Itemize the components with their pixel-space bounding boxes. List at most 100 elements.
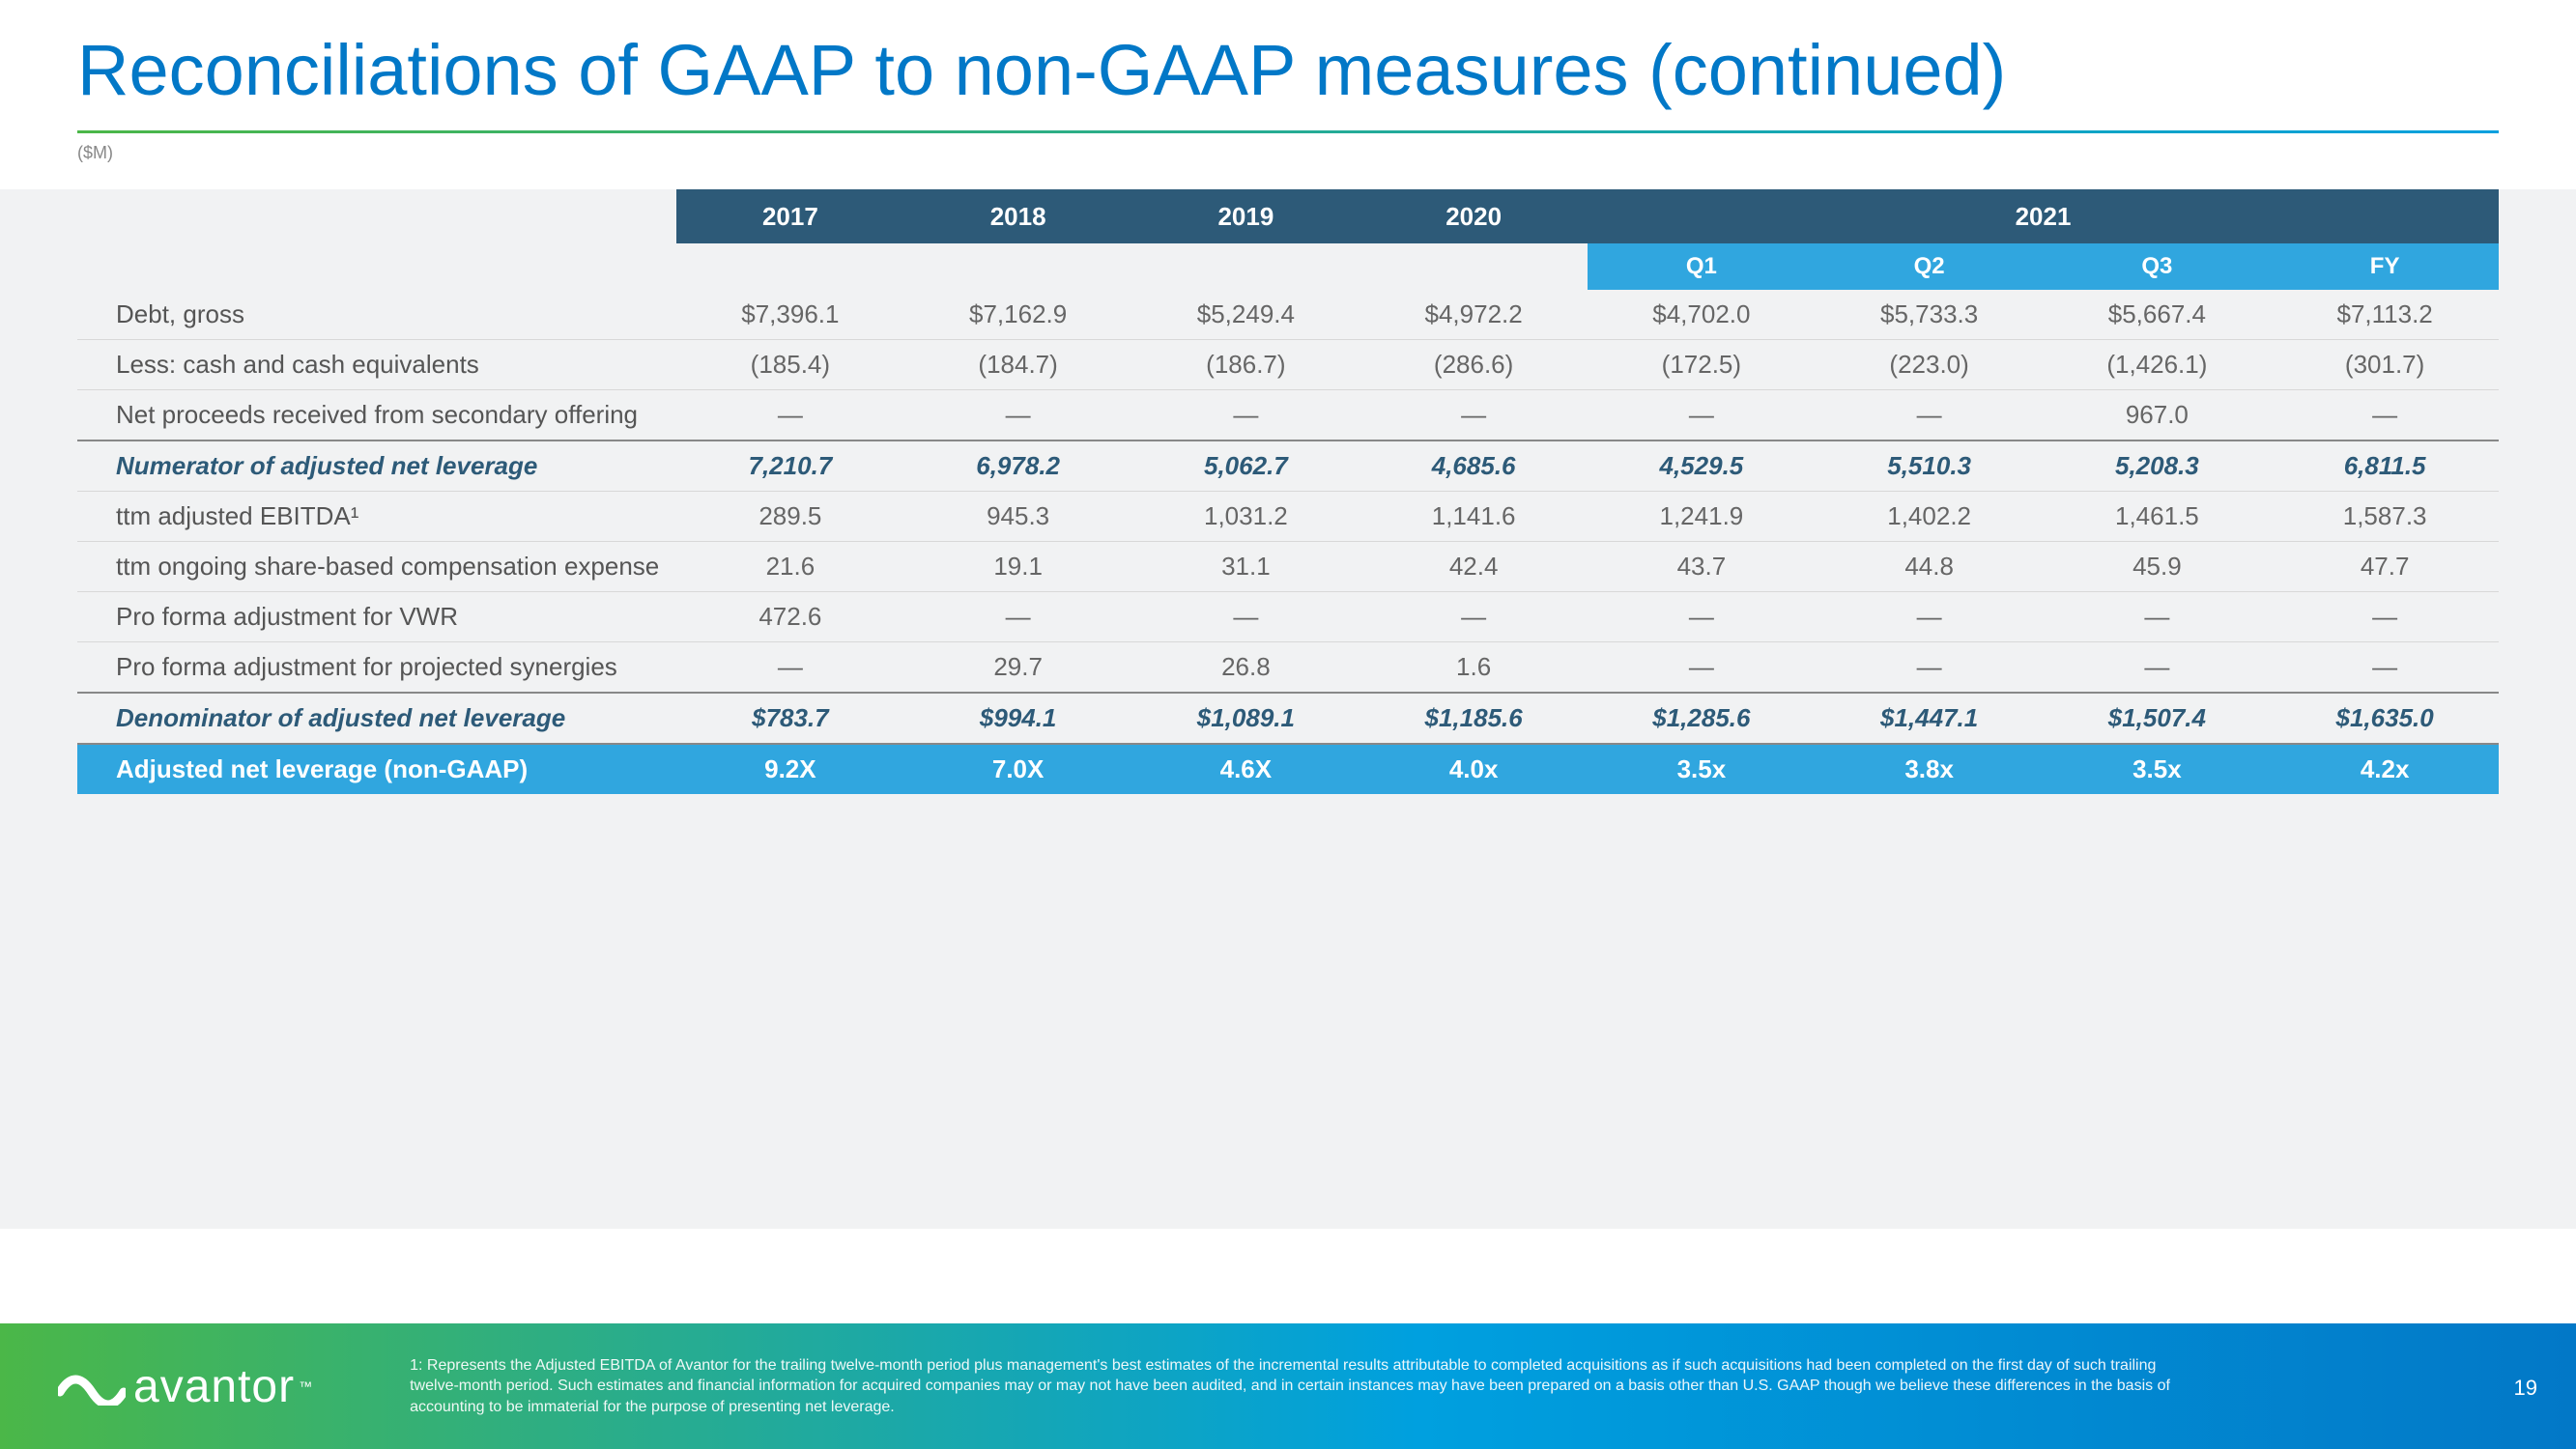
row-label: ttm ongoing share-based compensation exp… — [77, 542, 676, 592]
year-header-cell: 2019 — [1132, 189, 1360, 243]
data-cell: 3.8x — [1816, 744, 2044, 794]
data-cell: 6,811.5 — [2271, 440, 2499, 492]
data-cell: 1,461.5 — [2044, 492, 2272, 542]
quarter-header-cell — [1132, 243, 1360, 290]
data-cell: $994.1 — [904, 693, 1132, 744]
data-cell: $1,185.6 — [1360, 693, 1588, 744]
data-cell: 9.2X — [676, 744, 904, 794]
data-cell: 1.6 — [1360, 642, 1588, 694]
data-cell: $1,089.1 — [1132, 693, 1360, 744]
data-cell: 26.8 — [1132, 642, 1360, 694]
quarter-header-cell — [77, 243, 676, 290]
table-row: ttm adjusted EBITDA¹289.5945.31,031.21,1… — [77, 492, 2499, 542]
data-cell: — — [676, 642, 904, 694]
data-cell: — — [1816, 390, 2044, 441]
data-cell: (223.0) — [1816, 340, 2044, 390]
data-cell: — — [2271, 642, 2499, 694]
data-cell: 1,141.6 — [1360, 492, 1588, 542]
title-underline — [77, 130, 2499, 133]
data-cell: 21.6 — [676, 542, 904, 592]
quarter-header-cell: Q2 — [1816, 243, 2044, 290]
data-cell: $5,667.4 — [2044, 290, 2272, 340]
page-title: Reconciliations of GAAP to non-GAAP meas… — [77, 29, 2006, 111]
data-cell: 3.5x — [2044, 744, 2272, 794]
year-header-cell: 2018 — [904, 189, 1132, 243]
data-cell: $5,733.3 — [1816, 290, 2044, 340]
data-cell: $1,447.1 — [1816, 693, 2044, 744]
data-cell: — — [1360, 390, 1588, 441]
data-cell: — — [1816, 642, 2044, 694]
data-cell: (185.4) — [676, 340, 904, 390]
units-label: ($M) — [77, 143, 113, 163]
data-cell: (1,426.1) — [2044, 340, 2272, 390]
row-label: ttm adjusted EBITDA¹ — [77, 492, 676, 542]
table-row: Denominator of adjusted net leverage$783… — [77, 693, 2499, 744]
data-cell: 29.7 — [904, 642, 1132, 694]
data-cell: — — [2044, 592, 2272, 642]
row-label: Adjusted net leverage (non-GAAP) — [77, 744, 676, 794]
data-cell: 31.1 — [1132, 542, 1360, 592]
year-header-cell: 2020 — [1360, 189, 1588, 243]
quarter-header-row: Q1Q2Q3FY — [77, 243, 2499, 290]
table-row: Net proceeds received from secondary off… — [77, 390, 2499, 441]
data-cell: $783.7 — [676, 693, 904, 744]
data-cell: 945.3 — [904, 492, 1132, 542]
data-cell: 47.7 — [2271, 542, 2499, 592]
page-number: 19 — [2514, 1376, 2537, 1401]
data-cell: — — [676, 390, 904, 441]
data-cell: 45.9 — [2044, 542, 2272, 592]
table-row: Less: cash and cash equivalents(185.4)(1… — [77, 340, 2499, 390]
data-cell: 43.7 — [1588, 542, 1816, 592]
data-cell: $1,635.0 — [2271, 693, 2499, 744]
quarter-header-cell — [676, 243, 904, 290]
brand-logo: avantor ™ — [58, 1355, 313, 1418]
data-cell: — — [2271, 390, 2499, 441]
data-cell: $7,396.1 — [676, 290, 904, 340]
data-cell: — — [1588, 390, 1816, 441]
data-cell: — — [2044, 642, 2272, 694]
data-cell: $4,972.2 — [1360, 290, 1588, 340]
logo-mark-icon — [58, 1355, 126, 1418]
table-row: Pro forma adjustment for VWR472.6——————— — [77, 592, 2499, 642]
data-cell: 4.2x — [2271, 744, 2499, 794]
data-cell: (286.6) — [1360, 340, 1588, 390]
table-area: 20172018201920202021 Q1Q2Q3FY Debt, gros… — [0, 189, 2576, 1229]
year-header-row: 20172018201920202021 — [77, 189, 2499, 243]
logo-text: avantor — [133, 1360, 295, 1413]
data-cell: 4.0x — [1360, 744, 1588, 794]
table-row: Adjusted net leverage (non-GAAP)9.2X7.0X… — [77, 744, 2499, 794]
data-cell: (186.7) — [1132, 340, 1360, 390]
data-cell: 5,062.7 — [1132, 440, 1360, 492]
data-cell: — — [1588, 642, 1816, 694]
data-cell: $4,702.0 — [1588, 290, 1816, 340]
data-cell: 42.4 — [1360, 542, 1588, 592]
table-row: Pro forma adjustment for projected syner… — [77, 642, 2499, 694]
data-cell: — — [1816, 592, 2044, 642]
data-cell: 1,587.3 — [2271, 492, 2499, 542]
data-cell: $7,162.9 — [904, 290, 1132, 340]
data-cell: 5,510.3 — [1816, 440, 2044, 492]
row-label: Debt, gross — [77, 290, 676, 340]
data-cell: (184.7) — [904, 340, 1132, 390]
year-header-cell: 2017 — [676, 189, 904, 243]
data-cell: 967.0 — [2044, 390, 2272, 441]
data-cell: 3.5x — [1588, 744, 1816, 794]
quarter-header-cell: FY — [2271, 243, 2499, 290]
footer-bar: avantor ™ 1: Represents the Adjusted EBI… — [0, 1323, 2576, 1449]
data-cell: 7,210.7 — [676, 440, 904, 492]
table-row: Debt, gross$7,396.1$7,162.9$5,249.4$4,97… — [77, 290, 2499, 340]
year-header-cell: 2021 — [1588, 189, 2499, 243]
data-cell: 4,529.5 — [1588, 440, 1816, 492]
data-cell: 1,402.2 — [1816, 492, 2044, 542]
data-cell: 472.6 — [676, 592, 904, 642]
table-row: ttm ongoing share-based compensation exp… — [77, 542, 2499, 592]
row-label: Pro forma adjustment for projected syner… — [77, 642, 676, 694]
slide: Reconciliations of GAAP to non-GAAP meas… — [0, 0, 2576, 1449]
data-cell: $5,249.4 — [1132, 290, 1360, 340]
logo-trademark: ™ — [299, 1378, 313, 1394]
data-cell: — — [904, 390, 1132, 441]
data-cell: — — [1360, 592, 1588, 642]
row-label: Denominator of adjusted net leverage — [77, 693, 676, 744]
year-header-cell — [77, 189, 676, 243]
data-cell: 19.1 — [904, 542, 1132, 592]
